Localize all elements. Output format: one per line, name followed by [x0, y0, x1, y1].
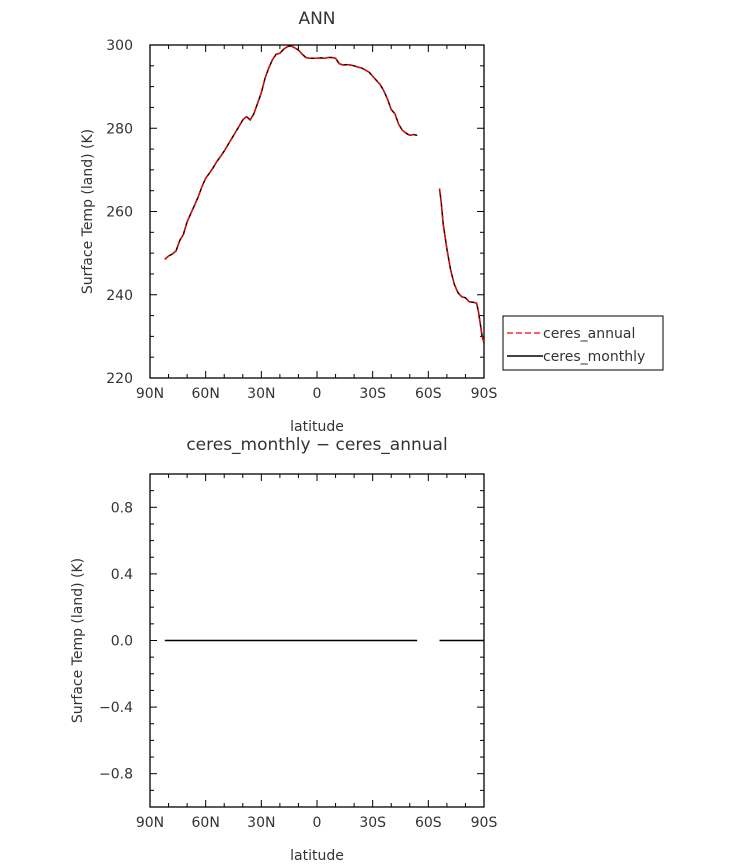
y-tick-label: 300: [106, 38, 133, 54]
x-tick-label: 30S: [359, 386, 386, 402]
y-tick-label: 280: [106, 121, 133, 137]
x-tick-label: 90N: [136, 386, 164, 402]
y-tick-label: 240: [106, 288, 133, 304]
x-tick-label: 0: [313, 386, 322, 402]
y-axis-label: Surface Temp (land) (K): [80, 129, 96, 294]
x-tick-label: 90S: [471, 815, 498, 831]
x-tick-label: 60N: [192, 815, 220, 831]
y-tick-label: −0.8: [99, 767, 133, 783]
y-tick-label: 0.8: [111, 500, 133, 516]
legend: ceres_annual ceres_monthly: [502, 315, 664, 371]
legend-label: ceres_monthly: [543, 349, 645, 365]
series-line-ceres-annual-seg1: [438, 188, 485, 343]
y-axis-label: Surface Temp (land) (K): [70, 558, 86, 723]
x-tick-label: 60S: [415, 386, 442, 402]
x-axis-label: latitude: [290, 419, 344, 435]
x-tick-label: 60N: [192, 386, 220, 402]
legend-box: [502, 315, 664, 371]
y-tick-label: 0.4: [111, 567, 133, 583]
x-tick-label: 60S: [415, 815, 442, 831]
plot-frame: [149, 44, 485, 379]
y-tick-label: 220: [106, 371, 133, 387]
x-tick-label: 30N: [247, 815, 275, 831]
x-tick-label: 0: [313, 815, 322, 831]
x-tick-label: 90S: [471, 386, 498, 402]
series-line-ceres-annual-seg0: [164, 45, 418, 260]
y-tick-label: −0.4: [99, 700, 133, 716]
bottom-panel-difference: ceres_monthly − ceres_annual 90N 60N 30N 0 30…: [70, 435, 497, 864]
chart-title: ceres_monthly − ceres_annual: [186, 435, 447, 455]
series-line-ceres-monthly-seg0: [164, 45, 418, 260]
x-axis-label: latitude: [290, 848, 344, 864]
y-tick-label: 0.0: [111, 634, 133, 650]
chart-title: ANN: [298, 9, 335, 29]
x-tick-label: 90N: [136, 815, 164, 831]
x-tick-label: 30S: [359, 815, 386, 831]
x-tick-label: 30N: [247, 386, 275, 402]
y-tick-label: 260: [106, 205, 133, 221]
top-panel-surface-temp: ANN 90N 60N 30N 0 30S 60S 90S 220 240 260 280 300 lat…: [80, 9, 664, 435]
legend-label: ceres_annual: [543, 326, 635, 342]
